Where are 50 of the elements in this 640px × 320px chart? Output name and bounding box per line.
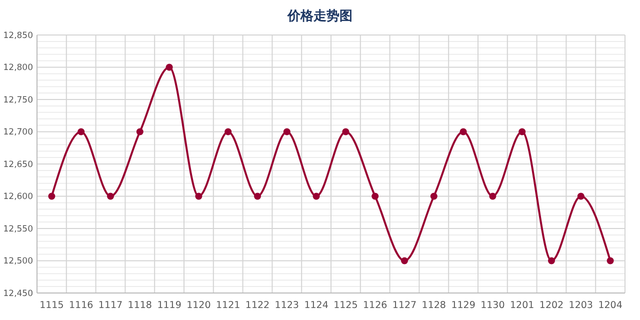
y-tick-label: 12,700: [3, 128, 33, 138]
x-tick-label: 1122: [245, 300, 270, 311]
y-tick-label: 12,750: [3, 95, 33, 106]
point: [372, 192, 379, 200]
x-tick-label: 1121: [216, 300, 240, 311]
point: [430, 192, 438, 200]
point: [460, 128, 467, 136]
point: [518, 128, 526, 136]
point: [195, 192, 202, 200]
x-tick-label: 1201: [510, 300, 534, 311]
y-tick-label: 12,500: [3, 256, 33, 267]
x-tick-label: 1119: [157, 300, 182, 311]
x-tick-label: 1124: [304, 300, 328, 311]
x-tick-label: 1115: [40, 300, 64, 311]
y-tick-label: 12,850: [3, 30, 33, 41]
x-tick-label: 1202: [539, 300, 564, 311]
y-tick-label: 12,550: [3, 224, 33, 234]
point: [136, 128, 144, 136]
x-tick-label: 1204: [598, 300, 622, 311]
point: [606, 257, 614, 264]
point: [342, 128, 350, 136]
x-tick-label: 1117: [98, 300, 123, 311]
y-tick-label: 12,800: [3, 63, 33, 74]
chart-title: 价格走势图: [286, 8, 352, 24]
point: [48, 192, 56, 200]
x-tick-label: 1130: [480, 300, 505, 311]
y-tick-label: 12,650: [3, 160, 33, 170]
x-tick-label: 1128: [422, 300, 446, 311]
point: [283, 128, 290, 136]
point: [107, 192, 114, 200]
x-tick-label: 1116: [69, 300, 94, 311]
point: [577, 192, 584, 200]
y-tick-label: 12,600: [3, 192, 33, 202]
x-tick-label: 1125: [334, 300, 358, 311]
x-tick-label: 1118: [128, 300, 152, 311]
point: [312, 192, 320, 200]
y-tick-label: 12,450: [3, 288, 33, 299]
point: [78, 128, 85, 136]
x-tick-label: 1129: [451, 300, 476, 311]
point: [166, 64, 173, 71]
point: [401, 257, 408, 264]
point: [224, 128, 232, 136]
x-tick-label: 1126: [363, 300, 388, 311]
point: [548, 257, 555, 264]
x-tick-label: 1120: [186, 300, 211, 311]
x-tick-label: 1123: [274, 300, 299, 311]
point: [489, 192, 496, 200]
x-tick-label: 1127: [392, 300, 417, 311]
x-tick-label: 1203: [568, 300, 593, 311]
point: [254, 192, 261, 200]
